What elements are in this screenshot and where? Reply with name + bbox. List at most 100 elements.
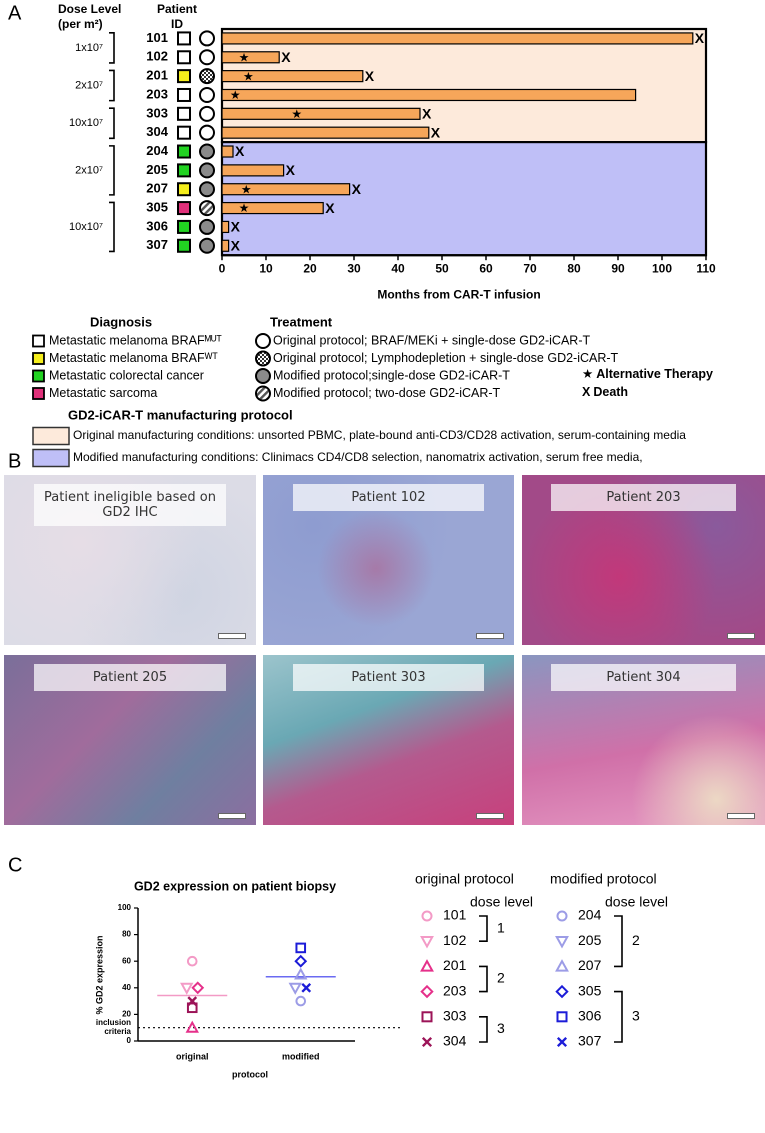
bar [221, 201, 324, 215]
bracket [614, 915, 623, 968]
marker [420, 936, 434, 949]
image-label: Patient 303 [293, 664, 484, 691]
legend-label: 201 [443, 957, 467, 973]
cohort-background [220, 27, 708, 144]
legend-marker [32, 426, 70, 446]
diagnosis-marker [177, 31, 191, 46]
diagnosis-marker [177, 163, 191, 178]
dose-label: 2 [632, 932, 640, 948]
treatment-marker [199, 143, 215, 160]
legend-label: 305 [578, 982, 602, 998]
diagnosis-marker [177, 238, 191, 253]
death-marker: X [231, 219, 241, 235]
legend-marker [32, 352, 45, 365]
diagnosis-marker [177, 69, 191, 84]
bar [221, 88, 637, 102]
legend-marker [32, 387, 45, 400]
death-marker: X [325, 200, 335, 216]
histology-image: Patient 205 [4, 655, 256, 825]
marker [556, 910, 568, 922]
legend-marker: ★ [582, 367, 593, 381]
bracket [109, 31, 115, 64]
x-tick-label: 110 [696, 261, 716, 275]
threshold-label: inclusion [96, 1018, 131, 1027]
marker [421, 1011, 433, 1023]
scale-bar [727, 633, 755, 639]
x-tick-label: 80 [567, 261, 581, 275]
treatment-marker [199, 30, 215, 47]
histology-image: Patient 102 [263, 475, 514, 645]
threshold-label: criteria [104, 1027, 131, 1036]
diagnosis-marker [177, 219, 191, 234]
x-tick-label: 70 [523, 261, 537, 275]
legend-label: Alternative Therapy [596, 367, 713, 381]
data-point [301, 982, 312, 993]
patient-id: 207 [146, 181, 168, 196]
alt-therapy-marker: ★ [243, 69, 254, 83]
image-label: Patient 205 [34, 664, 226, 691]
x-tick-label: 50 [435, 261, 449, 275]
marker [555, 984, 569, 999]
patient-id: 201 [146, 68, 168, 83]
legend-label: Death [593, 385, 628, 399]
scale-bar [218, 813, 246, 819]
bracket [109, 107, 115, 140]
legend-marker [32, 334, 45, 348]
legend-marker [255, 350, 271, 367]
bar [221, 32, 694, 45]
legend-label: 101 [443, 907, 467, 923]
dose-label: 10x10⁷ [69, 117, 103, 129]
column-header: Dose Level [58, 2, 121, 16]
data-point [295, 942, 307, 954]
death-marker: X [352, 181, 362, 197]
legend-title: modified protocol [550, 871, 657, 887]
marker [420, 959, 434, 972]
legend-label: 304 [443, 1033, 467, 1049]
treatment-marker [199, 162, 215, 179]
bar [221, 145, 234, 158]
image-label: Patient ineligible based on GD2 IHC [34, 484, 226, 526]
y-tick-label: 60 [122, 956, 131, 965]
marker [556, 1036, 568, 1048]
cohort-background [220, 141, 708, 257]
dose-label: 1 [497, 919, 505, 935]
dose-label: 2x10⁷ [75, 164, 103, 176]
death-marker: X [695, 30, 705, 46]
bracket [479, 965, 488, 993]
death-marker: X [231, 237, 241, 253]
legend-entry: X Death [582, 385, 628, 399]
legend-marker [255, 368, 271, 384]
panel-label: B [8, 450, 21, 472]
histology-image: Patient 304 [522, 655, 765, 825]
x-tick-label: original [176, 1051, 209, 1061]
histology-image: Patient 303 [263, 655, 514, 825]
histology-image: Patient ineligible based on GD2 IHC [4, 475, 256, 645]
bracket [109, 145, 115, 196]
legend-label: Metastatic melanoma BRAFᵂᵀ [49, 351, 218, 365]
marker [555, 959, 569, 972]
patient-id: 203 [146, 86, 168, 101]
y-tick-label: 40 [122, 983, 131, 992]
legend-entry: ★ Alternative Therapy [582, 367, 713, 381]
alt-therapy-marker: ★ [291, 107, 302, 121]
death-marker: X [281, 49, 291, 65]
dose-label: 2 [497, 970, 505, 986]
patient-id: 102 [146, 49, 168, 64]
dose-label: 3 [497, 1020, 505, 1036]
histology-image: Patient 203 [522, 475, 765, 645]
bracket [479, 1016, 488, 1043]
bar [221, 126, 430, 139]
dose-label: 2x10⁷ [75, 79, 103, 91]
scale-bar [218, 633, 246, 639]
column-header: ID [171, 17, 183, 31]
treatment-marker [199, 181, 215, 198]
x-tick-label: modified [282, 1051, 320, 1061]
treatment-marker [199, 200, 215, 217]
data-point [294, 967, 308, 980]
legend-marker: X [582, 385, 591, 399]
bracket [109, 201, 115, 253]
legend-title: original protocol [415, 871, 514, 887]
legend-label: Metastatic melanoma BRAFᴹᵁᵀ [49, 333, 222, 347]
legend-label: 207 [578, 957, 602, 973]
death-marker: X [422, 106, 432, 122]
